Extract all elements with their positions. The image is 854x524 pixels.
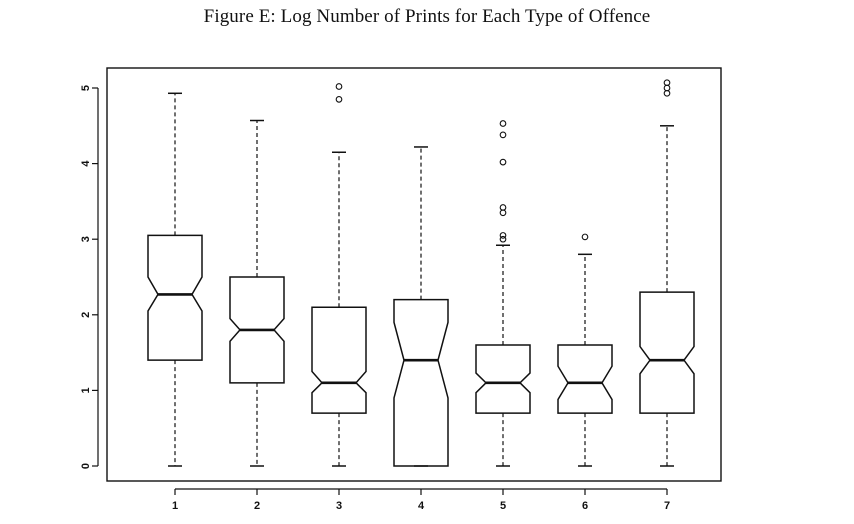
y-tick-label: 4 (80, 160, 92, 167)
y-tick-label: 5 (80, 85, 92, 91)
y-tick-label: 2 (80, 312, 92, 318)
x-tick-label: 7 (664, 500, 670, 512)
notched-box (557, 344, 613, 414)
outlier-point (499, 158, 507, 166)
outlier-point (499, 232, 507, 239)
notched-box (147, 234, 203, 361)
x-axis: 1 2 3 4 5 6 7 (172, 488, 670, 512)
y-tick-label: 0 (80, 463, 92, 469)
box-group (147, 79, 695, 467)
outlier-point (663, 79, 671, 87)
notched-box (475, 344, 531, 414)
box-category-6 (557, 233, 613, 467)
box-category-7 (639, 79, 695, 467)
chart-title: Figure E: Log Number of Prints for Each … (203, 6, 651, 27)
outlier-point (581, 233, 589, 241)
y-axis: 0 1 2 3 4 5 (80, 85, 99, 469)
notched-box (229, 276, 285, 384)
box-category-3 (311, 83, 367, 467)
x-tick-label: 6 (582, 500, 588, 512)
x-tick-label: 2 (254, 500, 260, 512)
box-category-2 (229, 119, 285, 467)
outlier-point (499, 120, 507, 127)
notched-box (311, 306, 367, 414)
outlier-point (499, 204, 507, 211)
box-category-1 (147, 92, 203, 467)
x-tick-label: 3 (336, 500, 342, 512)
x-tick-label: 5 (500, 500, 506, 512)
box-category-5 (475, 120, 531, 467)
outlier-point (499, 235, 507, 243)
y-tick-label: 1 (80, 387, 92, 393)
x-tick-label: 4 (418, 500, 425, 512)
x-tick-label: 1 (172, 500, 178, 512)
plot-area-frame (106, 67, 722, 482)
outlier-point (335, 95, 343, 103)
outlier-point (335, 83, 343, 90)
notched-box (639, 291, 695, 414)
box-category-4 (393, 146, 449, 467)
notched-box (393, 298, 449, 467)
outlier-point (499, 131, 507, 139)
y-tick-label: 3 (80, 236, 92, 242)
